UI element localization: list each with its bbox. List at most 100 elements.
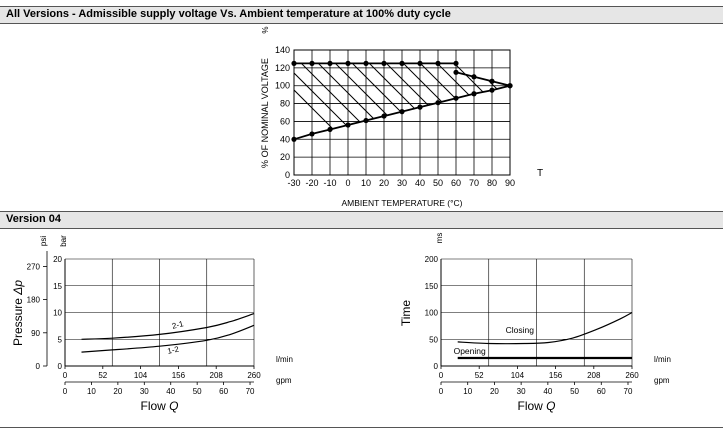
pressure-psi-tick-label: 0 [36,362,41,371]
pressure-y-title-var: Δp [11,280,25,296]
y-unit-label: % [261,26,270,33]
time-y-tick-label: 100 [425,309,439,318]
pressure-y-tick-label: 20 [53,255,62,264]
hatch-line [294,63,397,140]
top-section-title: All Versions - Admissible supply voltage… [6,8,451,20]
data-point [471,74,477,80]
data-point [489,87,495,93]
series-label-opening: Opening [454,346,486,356]
bottom-section-title: Version 04 [6,213,62,225]
x-extra-label: T [537,168,543,179]
pressure-psi-unit: psi [39,236,48,246]
pressure-gpm-tick-label: 70 [246,387,255,396]
time-y-axis-title: Time [399,300,413,327]
y-tick-label: 0 [285,170,290,180]
x-tick-label: 0 [345,178,350,188]
bottom-rule [0,427,723,428]
data-point [291,136,297,142]
pressure-psi-tick-label: 90 [31,329,40,338]
data-point [453,95,459,101]
pressure-gpm-tick-label: 40 [166,387,175,396]
y-tick-label: 140 [275,45,290,55]
data-point [507,83,513,89]
pressure-psi-tick-label: 270 [27,262,41,271]
pressure-y-tick-label: 0 [58,362,63,371]
pressure-gpm-tick-label: 30 [140,387,149,396]
pressure-lpm-tick-label: 156 [172,371,186,380]
data-point [399,109,405,115]
top-section-bar: All Versions - Admissible supply voltage… [0,6,723,24]
x-tick-label: 30 [397,178,407,188]
data-point [417,104,423,110]
x-tick-label: -10 [323,178,336,188]
pressure-x-title-var: Q [169,399,178,413]
time-lpm-tick-label: 104 [511,371,525,380]
time-y-tick-label: 150 [425,282,439,291]
data-point [363,117,369,124]
pressure-gpm-tick-label: 60 [219,387,228,396]
x-tick-label: 40 [415,178,425,188]
time-gpm-tick-label: 40 [543,387,552,396]
pressure-psi-tick-label: 180 [27,296,41,305]
data-point [363,60,369,66]
y-tick-label: 60 [280,116,290,126]
x-tick-label: -30 [287,178,300,188]
bottom-section-bar: Version 04 [0,211,723,229]
data-point [309,60,315,66]
x-tick-label: -20 [305,178,318,188]
time-lpm-tick-label: 0 [439,371,444,380]
pressure-bar-unit: bar [59,235,68,247]
data-point [309,131,315,137]
data-point [471,91,477,97]
y-tick-label: 20 [280,152,290,162]
pressure-y-tick-label: 5 [58,335,63,344]
time-x-title-var: Q [546,399,555,413]
data-point [345,60,351,66]
data-point [399,60,405,66]
time-y-unit: ms [435,233,444,244]
pressure-gpm-tick-label: 20 [113,387,122,396]
pressure-x-unit-primary: l/min [276,355,293,364]
data-point [345,122,351,128]
y-tick-label: 100 [275,81,290,91]
time-gpm-tick-label: 70 [624,387,633,396]
time-lpm-tick-label: 208 [587,371,601,380]
time-gpm-tick-label: 50 [570,387,579,396]
time-y-tick-label: 200 [425,255,439,264]
y-tick-label: 120 [275,63,290,73]
time-x-unit-secondary: gpm [654,376,670,385]
x-tick-label: 10 [361,178,371,188]
x-tick-label: 20 [379,178,389,188]
y-tick-label: 80 [280,99,290,109]
pressure-lpm-tick-label: 208 [210,371,224,380]
time-y-tick-label: 50 [429,335,438,344]
hatch-line [304,63,431,140]
pressure-y-tick-label: 10 [53,309,62,318]
x-axis-title: AMBIENT TEMPERATURE (°C) [342,198,463,208]
data-point [417,60,423,66]
x-tick-label: 60 [451,178,461,188]
time-lpm-tick-label: 52 [475,371,484,380]
y-axis-title: % OF NOMINAL VOLTAGE [260,58,270,168]
time-x-unit-primary: l/min [654,355,671,364]
pressure-y-axis-title: Pressure Δp [11,280,25,346]
time-lpm-tick-label: 156 [549,371,563,380]
pressure-y-title-word: Pressure [11,295,25,346]
pressure-lpm-tick-label: 104 [134,371,148,380]
hatch-line [294,63,380,140]
time-gpm-tick-label: 20 [490,387,499,396]
data-point [453,60,459,66]
series-line-1 [455,71,511,87]
time-x-axis-title: Flow Q [517,399,555,413]
voltage-temperature-chart: -30 -20 -10 0 10 20 30 40 50 60 70 80 90 0 20 40 60 80 100… [260,26,543,208]
time-lpm-tick-label: 260 [625,371,639,380]
hatch-line [321,63,448,140]
x-tick-label: 70 [469,178,479,188]
data-point [435,60,441,66]
time-gpm-tick-label: 30 [517,387,526,396]
time-y-tick-label: 0 [434,362,439,371]
series-label-closing: Closing [506,325,535,335]
data-point [327,126,333,133]
pressure-lpm-tick-label: 52 [98,371,107,380]
